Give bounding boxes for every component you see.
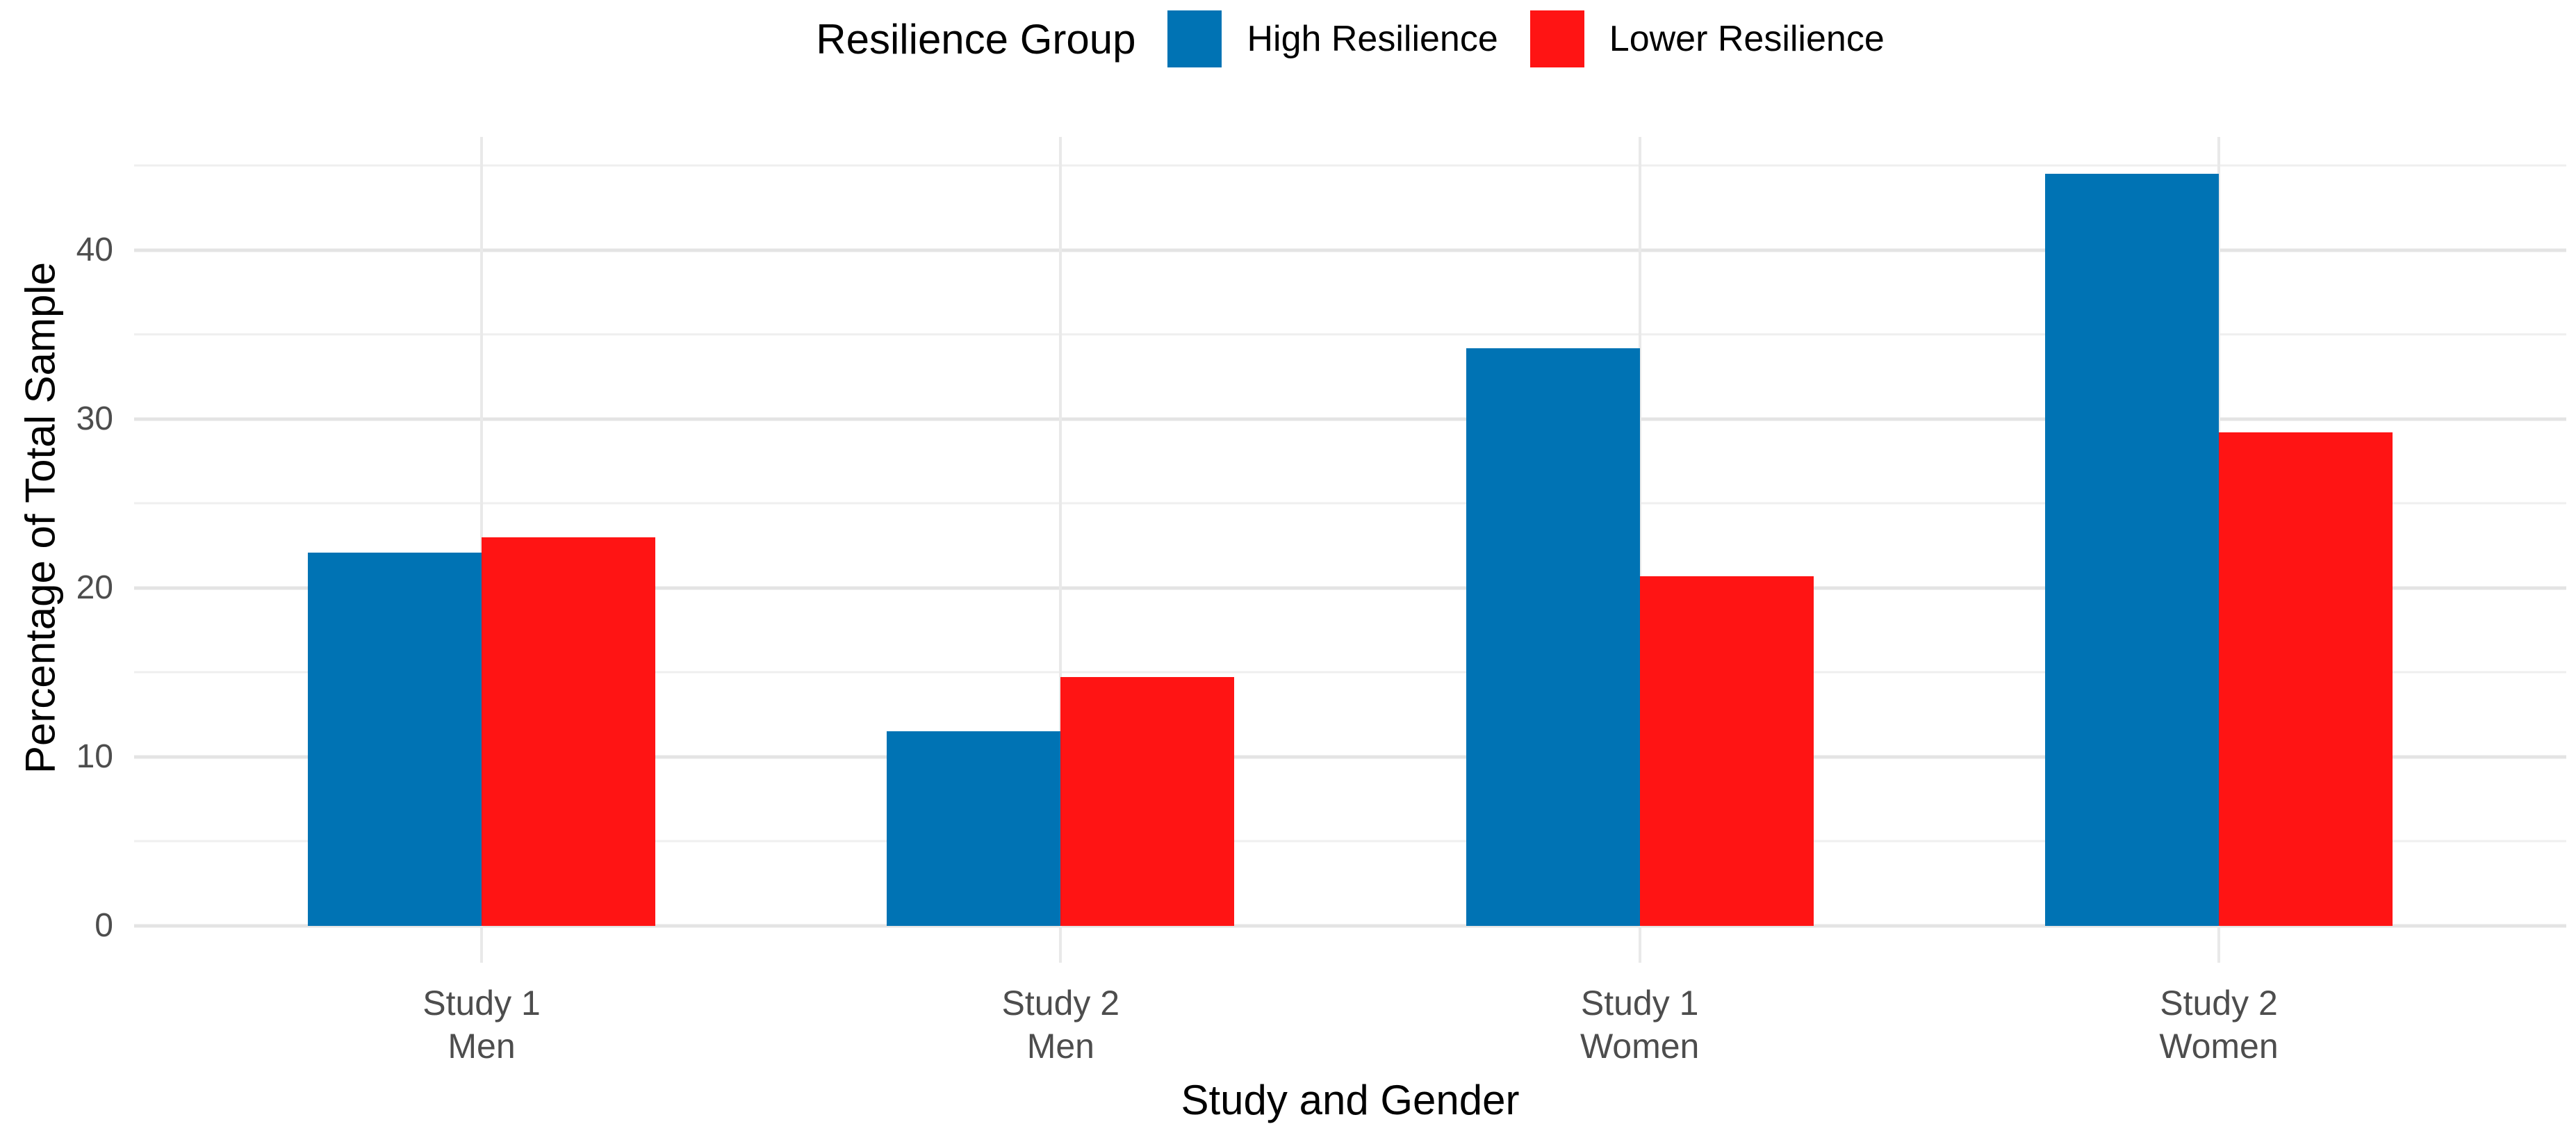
bar-lower-resilience-study-1-women (1639, 576, 1814, 926)
gridline-x-study-1-women (1638, 137, 1641, 963)
bar-high-resilience-study-2-men (887, 731, 1061, 926)
y-tick-label: 0 (95, 906, 113, 944)
y-tick-label: 40 (76, 231, 113, 268)
x-axis: Study 1 Men Study 2 Men Study 1 Women Study… (134, 982, 2566, 1072)
legend-item-high-resilience: High Resilience (1167, 10, 1498, 67)
bar-high-resilience-study-2-women (2045, 174, 2219, 926)
gridline-y-minor (134, 671, 2566, 674)
legend-key-high-resilience-swatch (1167, 10, 1222, 67)
plot-panel (134, 137, 2566, 963)
bar-lower-resilience-study-2-men (1060, 677, 1235, 926)
x-tick-label: Study 2 Women (2159, 984, 2279, 1066)
gridline-y-minor (134, 502, 2566, 505)
gridline-y-major (134, 586, 2566, 590)
bar-high-resilience-study-1-women (1466, 348, 1640, 926)
gridline-x-study-2-men (1059, 137, 1063, 963)
gridline-y-major (134, 417, 2566, 421)
y-tick-label: 20 (76, 569, 113, 606)
legend-label: Lower Resilience (1609, 19, 1885, 59)
legend-label: High Resilience (1247, 19, 1498, 59)
gridline-y-minor (134, 164, 2566, 167)
legend-key-lower-resilience-swatch (1529, 10, 1584, 67)
gridline-y-major (134, 924, 2566, 928)
gridline-y-minor (134, 333, 2566, 336)
legend: Resilience Group High Resilience Lower Re… (134, 4, 2566, 74)
bar-high-resilience-study-1-men (308, 552, 482, 926)
y-tick-label: 10 (76, 738, 113, 775)
gridline-y-minor (134, 840, 2566, 842)
x-axis-title: Study and Gender (1181, 1077, 1520, 1123)
bar-lower-resilience-study-2-women (2219, 432, 2393, 926)
x-tick-label: Study 2 Men (1001, 984, 1120, 1066)
y-axis: 0 10 20 30 40 (0, 137, 113, 963)
x-tick-label: Study 1 Men (423, 984, 541, 1066)
legend-item-lower-resilience: Lower Resilience (1529, 10, 1885, 67)
gridline-y-major (134, 248, 2566, 252)
bar-lower-resilience-study-1-men (482, 537, 655, 926)
y-tick-label: 30 (76, 400, 113, 437)
x-tick-label: Study 1 Women (1580, 984, 1700, 1066)
legend-title: Resilience Group (816, 15, 1136, 63)
y-axis-title: Percentage of Total Sample (17, 261, 64, 774)
gridline-y-major (134, 755, 2566, 759)
